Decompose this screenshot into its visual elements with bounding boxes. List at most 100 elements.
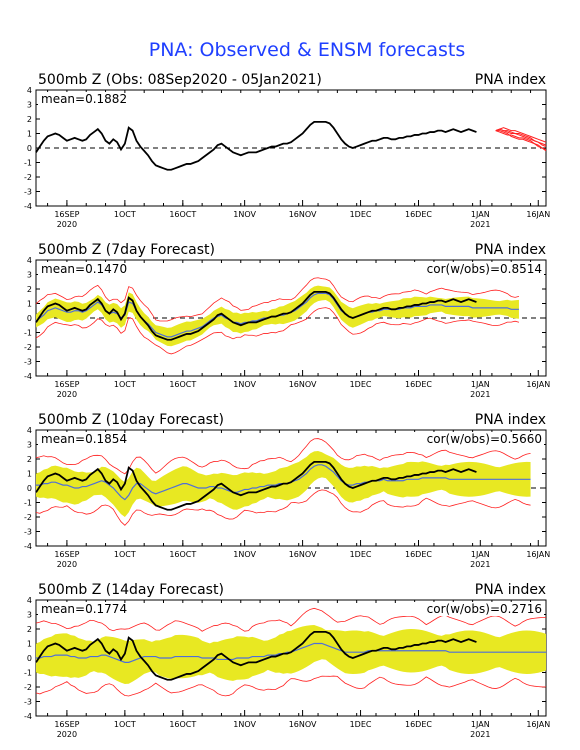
y-tick-label: -4 [24,372,32,381]
cor-label: cor(w/obs)=0.5660 [427,432,542,446]
y-tick-label: -1 [24,669,32,678]
x-tick-label: 16DEC [405,380,432,389]
y-tick-label: -2 [24,173,32,182]
figure-title: PNA: Observed & ENSM forecasts [149,39,466,61]
panel-right-title: PNA index [475,72,546,88]
stat-label-backing [38,92,118,106]
stat-label-backing [38,602,118,616]
y-tick-label: -1 [24,159,32,168]
x-tick-label: 16NOV [289,550,317,559]
panel-left-title: 500mb Z (Obs: 08Sep2020 - 05Jan2021) [38,72,322,88]
panel-right-title: PNA index [475,412,546,428]
y-tick-label: -3 [24,528,32,537]
x-tick-label: 16JAN [526,380,550,389]
stat-label: mean=0.1774 [41,602,127,616]
x-tick-label: 1NOV [233,550,256,559]
x-tick-label: 1NOV [233,720,256,729]
x-tick-label: 1OCT [114,210,136,219]
panel-right-title: PNA index [475,242,546,258]
x-tick-label: 16SEP [54,550,79,559]
cor-label-backing [400,262,544,276]
x-tick-label: 1NOV [233,380,256,389]
panel-left-title: 500mb Z (7day Forecast) [38,242,215,258]
stat-label: mean=0.1854 [41,432,127,446]
member-envelope-lower [35,675,547,697]
y-tick-label: 0 [27,144,32,153]
cor-label: cor(w/obs)=0.8514 [427,262,542,276]
member-envelope-lower [35,307,520,355]
y-tick-label: -1 [24,329,32,338]
observed-line [35,290,477,341]
x-tick-label: 1DEC [350,210,372,219]
y-tick-label: -3 [24,698,32,707]
x-tick-label: 16SEP [54,720,79,729]
panel-observed: 500mb Z (Obs: 08Sep2020 - 05Jan2021) PNA … [24,72,550,229]
panel-10day-forecast: 500mb Z (10day Forecast) PNA index 4 3 2 1 0 -1… [24,412,550,569]
x-tick-label: 1DEC [350,720,372,729]
x-tick-label: 16OCT [169,720,196,729]
stat-label: mean=0.1470 [41,262,127,276]
y-tick-label: 1 [27,640,32,649]
y-tick-label: 4 [27,426,32,435]
y-tick-label: -2 [24,513,32,522]
x-year-label: 2020 [57,220,77,229]
member-envelope-upper [35,438,531,475]
x-tick-label: 16NOV [289,380,317,389]
y-tick-label: -3 [24,188,32,197]
x-tick-label: 16OCT [169,210,196,219]
x-tick-label: 1OCT [114,550,136,559]
panel-left-title: 500mb Z (10day Forecast) [38,412,224,428]
forecast-member-line [495,130,547,152]
y-tick-label: 0 [27,654,32,663]
cor-label: cor(w/obs)=0.2716 [427,602,542,616]
x-tick-label: 16JAN [526,210,550,219]
member-envelope-lower [35,489,531,526]
panel-7day-forecast: 500mb Z (7day Forecast) PNA index 4 3 2 1 0 -1 -… [24,242,550,399]
x-year-label: 2021 [470,220,490,229]
x-tick-label: 1JAN [471,210,490,219]
observed-line [35,460,477,511]
y-tick-label: 1 [27,130,32,139]
x-tick-label: 16DEC [405,720,432,729]
y-tick-label: -4 [24,712,32,721]
x-tick-label: 1JAN [471,380,490,389]
y-tick-label: 2 [27,625,32,634]
forecast-member-line [495,127,547,143]
x-tick-label: 16NOV [289,720,317,729]
y-tick-label: -3 [24,358,32,367]
y-tick-label: 1 [27,470,32,479]
x-tick-label: 16SEP [54,210,79,219]
y-tick-label: 3 [27,101,32,110]
y-tick-label: 3 [27,611,32,620]
x-tick-label: 1DEC [350,550,372,559]
y-tick-label: 3 [27,441,32,450]
x-tick-label: 1OCT [114,380,136,389]
x-tick-label: 16SEP [54,380,79,389]
x-tick-label: 1DEC [350,380,372,389]
forecast-member-line [495,130,547,150]
y-tick-label: 0 [27,484,32,493]
y-tick-label: 0 [27,314,32,323]
x-year-label: 2020 [57,560,77,569]
x-tick-label: 16JAN [526,720,550,729]
y-tick-label: 2 [27,455,32,464]
x-tick-label: 1NOV [233,210,256,219]
stat-label-backing [38,432,118,446]
x-tick-label: 16NOV [289,210,317,219]
y-tick-label: 3 [27,271,32,280]
panel-right-title: PNA index [475,582,546,598]
y-tick-label: -2 [24,343,32,352]
panel-14day-forecast: 500mb Z (14day Forecast) PNA index 4 3 2 1 0 -1… [24,582,550,739]
y-tick-label: 2 [27,285,32,294]
x-tick-label: 16OCT [169,550,196,559]
x-tick-label: 1JAN [471,550,490,559]
panel-left-title: 500mb Z (14day Forecast) [38,582,224,598]
x-year-label: 2021 [470,730,490,739]
forecast-member-line [495,128,547,148]
stat-label: mean=0.1882 [41,92,127,106]
y-tick-label: -4 [24,202,32,211]
x-year-label: 2020 [57,390,77,399]
y-tick-label: 4 [27,596,32,605]
y-tick-label: 2 [27,115,32,124]
